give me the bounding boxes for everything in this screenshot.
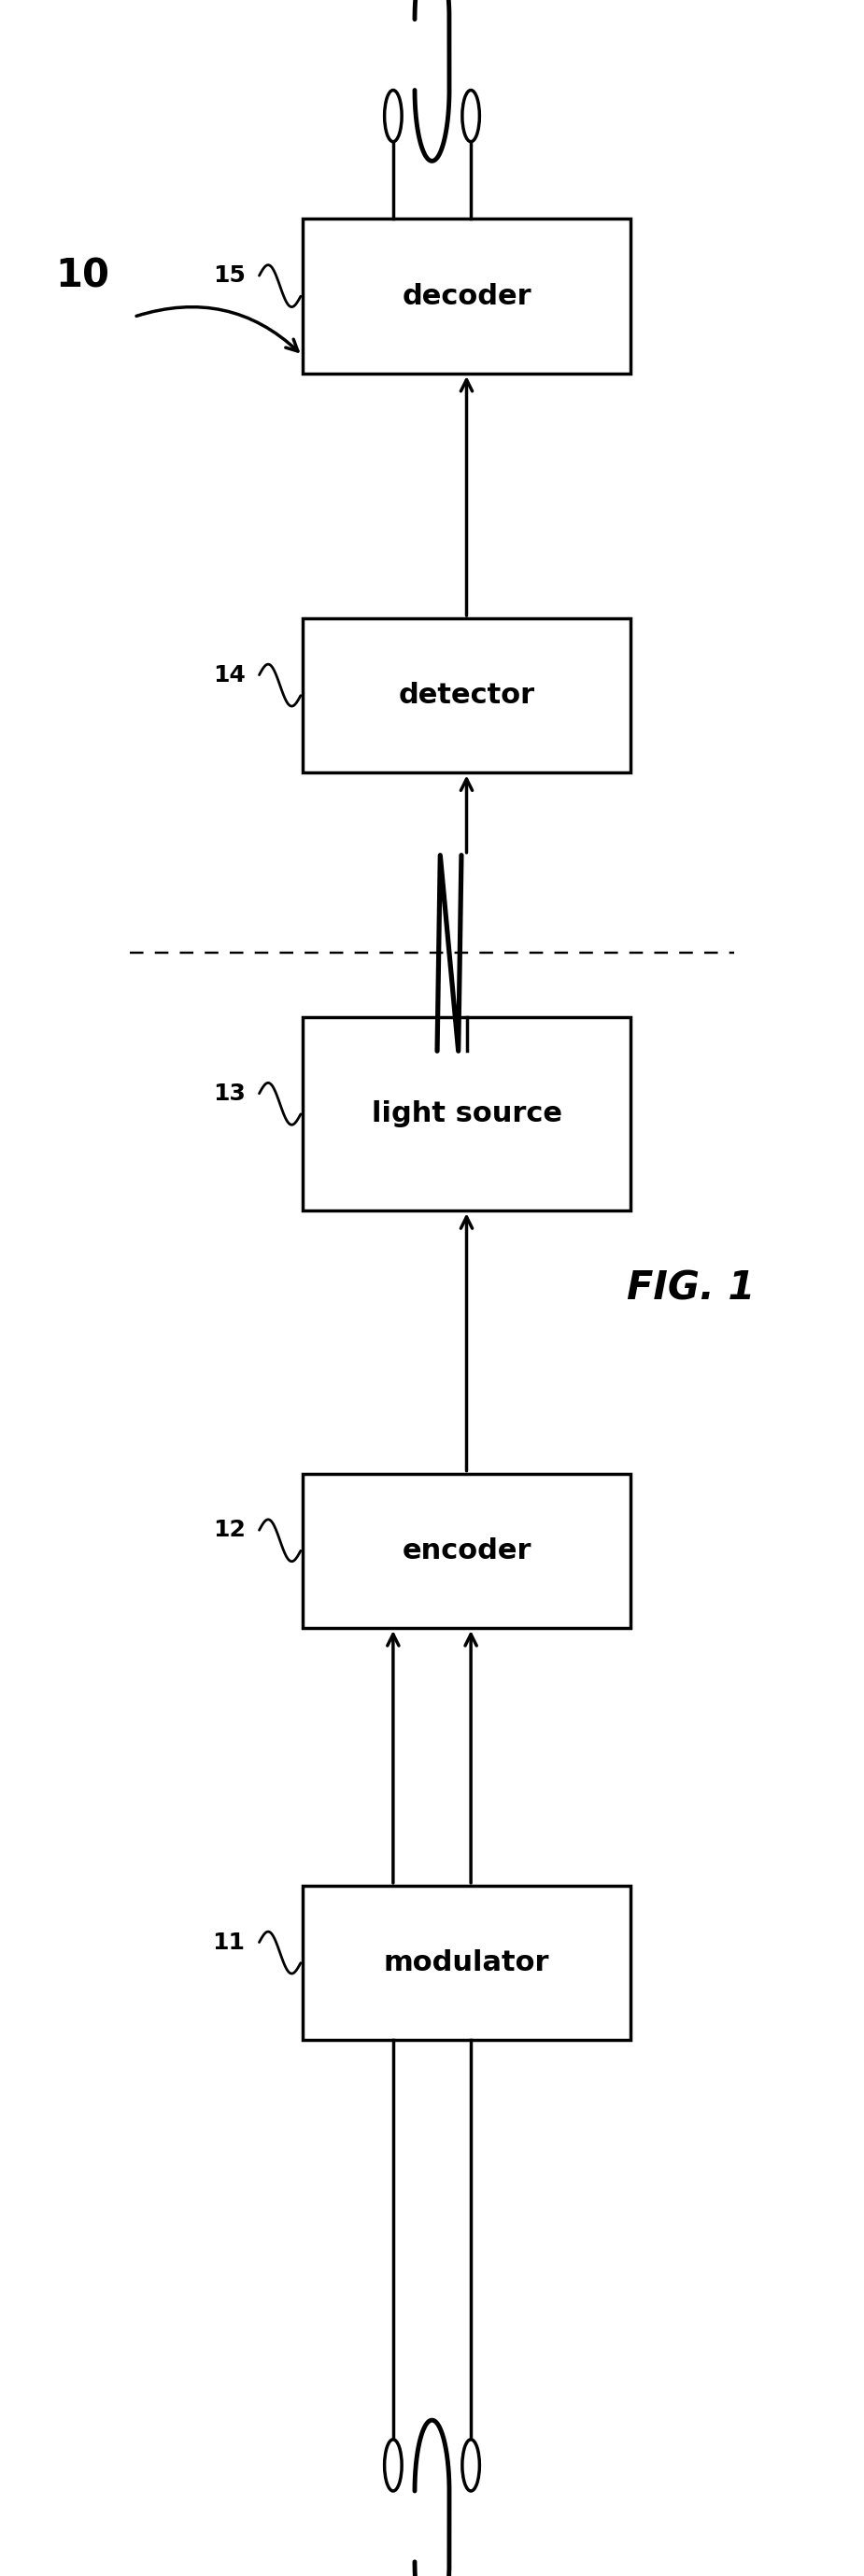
Text: 12: 12 — [213, 1520, 245, 1540]
Text: 15: 15 — [213, 265, 245, 286]
Text: 13: 13 — [213, 1082, 245, 1105]
Text: modulator: modulator — [384, 1950, 550, 1976]
Text: detector: detector — [398, 683, 535, 708]
FancyBboxPatch shape — [302, 1018, 631, 1211]
Text: FIG. 1: FIG. 1 — [627, 1267, 755, 1309]
Circle shape — [384, 90, 402, 142]
Text: 10: 10 — [55, 255, 109, 296]
Circle shape — [462, 90, 480, 142]
FancyBboxPatch shape — [302, 219, 631, 374]
FancyBboxPatch shape — [302, 618, 631, 773]
Text: encoder: encoder — [402, 1538, 531, 1564]
FancyBboxPatch shape — [302, 1473, 631, 1628]
Text: light source: light source — [372, 1100, 562, 1128]
Text: decoder: decoder — [402, 283, 531, 309]
Circle shape — [462, 2439, 480, 2491]
Circle shape — [384, 2439, 402, 2491]
FancyBboxPatch shape — [302, 1886, 631, 2040]
Text: 14: 14 — [213, 665, 245, 685]
Text: 11: 11 — [213, 1932, 245, 1953]
